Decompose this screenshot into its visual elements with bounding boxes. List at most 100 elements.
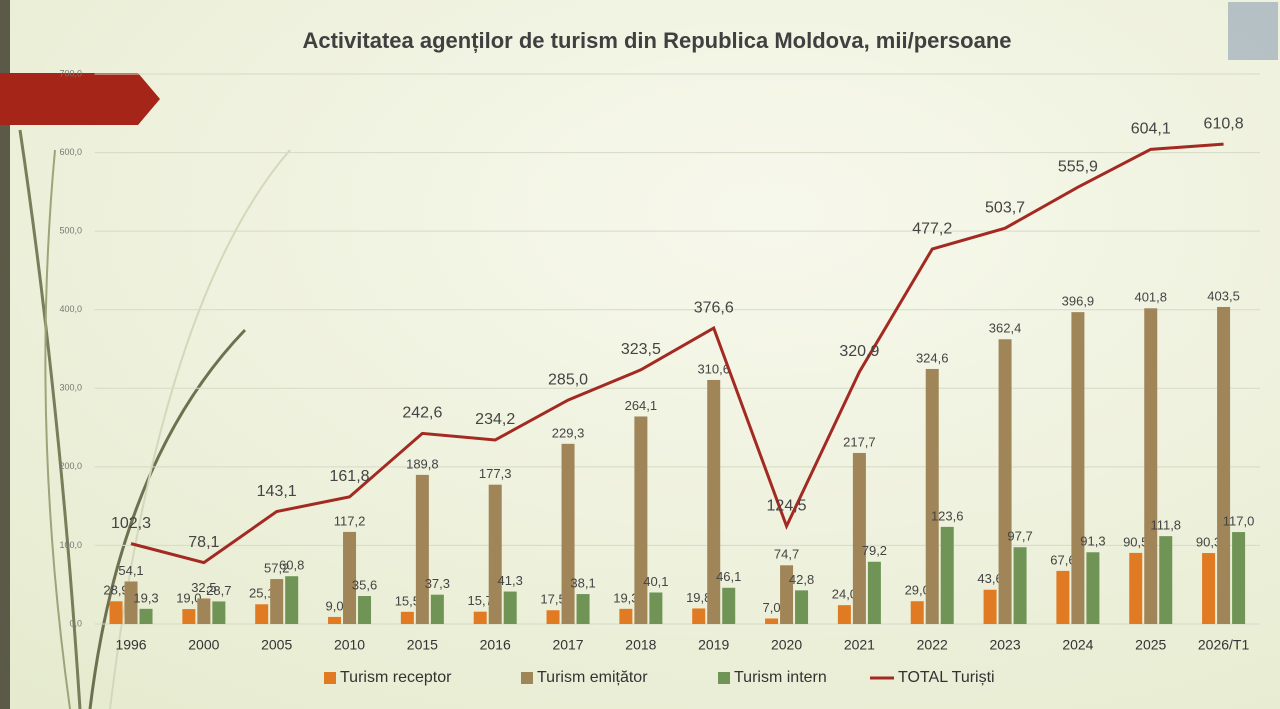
y-tick-label: 400,0 — [59, 304, 82, 314]
bar — [837, 605, 851, 624]
bar — [270, 579, 284, 624]
bar — [692, 608, 706, 624]
bar-value-label: 35,6 — [352, 577, 377, 592]
bar-value-label: 9,0 — [325, 598, 343, 613]
x-tick-label: 2026/T1 — [1198, 637, 1250, 653]
decor-curve — [88, 328, 247, 709]
bar — [998, 339, 1012, 624]
chart-title: Activitatea agenților de turism din Repu… — [302, 28, 1011, 53]
legend-swatch — [324, 672, 336, 684]
bar — [649, 592, 663, 624]
bar-value-label: 7,0 — [763, 600, 781, 615]
bar-value-label: 401,8 — [1134, 290, 1167, 305]
y-tick-label: 200,0 — [59, 461, 82, 471]
bar-value-label: 310,6 — [697, 361, 730, 376]
x-tick-label: 2015 — [407, 637, 438, 653]
bar-value-label: 32,5 — [191, 580, 216, 595]
line-value-label: 285,0 — [548, 371, 588, 388]
bar-value-label: 57,2 — [264, 560, 289, 575]
x-tick-label: 2017 — [552, 637, 583, 653]
bar-value-label: 15,5 — [395, 593, 420, 608]
bar-value-label: 25,1 — [249, 586, 274, 601]
bar-value-label: 217,7 — [843, 434, 876, 449]
bar — [1232, 532, 1246, 624]
x-tick-label: 2021 — [844, 637, 875, 653]
bar-value-label: 29,0 — [905, 583, 930, 598]
bar-value-label: 37,3 — [425, 576, 450, 591]
decor-curve — [44, 149, 71, 709]
bar — [546, 610, 560, 624]
bar-value-label: 403,5 — [1207, 288, 1240, 303]
bar — [765, 618, 779, 624]
x-tick-label: 2019 — [698, 637, 729, 653]
x-tick-label: 2023 — [989, 637, 1020, 653]
bar-value-label: 19,3 — [133, 590, 158, 605]
x-tick-label: 2010 — [334, 637, 365, 653]
legend-swatch — [521, 672, 533, 684]
bar — [867, 561, 881, 624]
bar-value-label: 19,0 — [176, 591, 201, 606]
line-value-label: 234,2 — [475, 411, 515, 428]
bar-value-label: 117,2 — [334, 513, 366, 528]
bar-value-label: 123,6 — [931, 508, 964, 523]
y-tick-label: 500,0 — [59, 226, 82, 236]
bar — [852, 452, 866, 624]
line-value-label: 143,1 — [257, 483, 297, 500]
bar — [925, 368, 939, 624]
bar-value-label: 74,7 — [774, 547, 799, 562]
logo — [1228, 2, 1278, 60]
bar — [182, 609, 196, 624]
bar — [1159, 536, 1173, 624]
bar — [212, 601, 226, 624]
bar — [109, 601, 123, 624]
bar — [430, 594, 444, 624]
bar-value-label: 19,8 — [686, 590, 711, 605]
bar — [488, 484, 502, 624]
x-tick-label: 2025 — [1135, 637, 1166, 653]
x-tick-label: 2000 — [188, 637, 219, 653]
legend-label: Turism emițător — [537, 669, 648, 686]
x-tick-label: 2018 — [625, 637, 656, 653]
line-value-label: 124,5 — [767, 497, 807, 514]
bar-value-label: 97,7 — [1007, 529, 1032, 544]
bar — [343, 531, 357, 624]
bar-value-label: 41,3 — [498, 573, 523, 588]
line-value-label: 102,3 — [111, 515, 151, 532]
bar — [707, 379, 721, 624]
bar — [1056, 570, 1070, 624]
bar — [328, 616, 342, 624]
bar — [1144, 308, 1158, 624]
legend-swatch — [718, 672, 730, 684]
bar-value-label: 60,8 — [279, 558, 304, 573]
bar-value-label: 111,8 — [1150, 518, 1181, 533]
decor-curve — [18, 129, 82, 709]
y-tick-label: 700,0 — [59, 68, 82, 78]
bar — [1086, 552, 1100, 624]
bar-value-label: 40,1 — [643, 574, 668, 589]
bar — [983, 589, 997, 624]
bar — [400, 611, 414, 624]
side-strip — [0, 0, 10, 709]
y-tick-label: 0,0 — [69, 618, 82, 628]
bar — [910, 601, 924, 624]
line-value-label: 320,9 — [839, 343, 879, 360]
bar-value-label: 43,6 — [977, 571, 1002, 586]
x-tick-label: 1996 — [115, 637, 146, 653]
line-value-label: 503,7 — [985, 199, 1025, 216]
y-tick-label: 300,0 — [59, 383, 82, 393]
legend-label: Turism receptor — [340, 669, 452, 686]
bar-value-label: 24,0 — [832, 587, 857, 602]
line-value-label: 78,1 — [188, 534, 219, 551]
bar — [576, 594, 590, 624]
bar — [1071, 312, 1085, 624]
bar — [561, 443, 575, 624]
bar — [1217, 306, 1231, 624]
line-value-label: 555,9 — [1058, 158, 1098, 175]
bar-value-label: 264,1 — [625, 398, 658, 413]
bar-value-label: 229,3 — [552, 425, 585, 440]
legend-label: TOTAL Turiști — [898, 669, 995, 686]
bar-value-label: 17,5 — [540, 592, 565, 607]
bar — [1202, 553, 1216, 624]
